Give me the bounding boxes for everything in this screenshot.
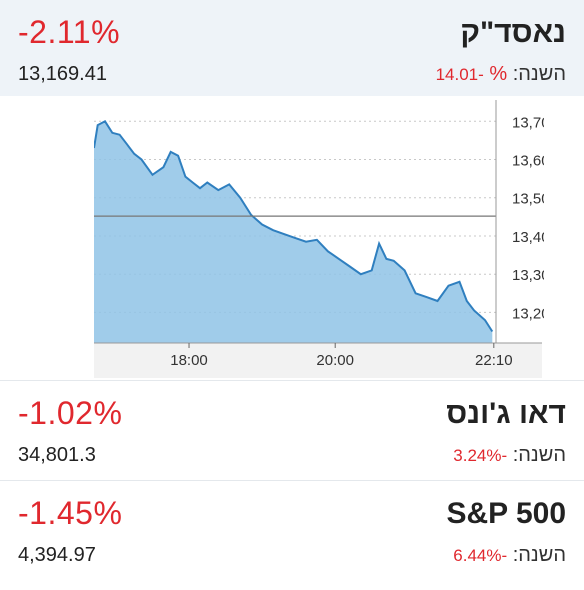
dow-price: 34,801.3 (18, 444, 96, 466)
y-tick-label: 13,300 (512, 267, 544, 284)
dow-ytd: השנה: -3.24% (453, 444, 566, 467)
y-tick-label: 13,500 (512, 191, 544, 208)
ytd-percent-sign: % (489, 63, 508, 85)
x-tick-label: 20:00 (316, 352, 354, 369)
x-axis-band (94, 343, 542, 378)
ytd-value: -3.24% (453, 446, 508, 465)
ytd-label: השנה: (512, 63, 566, 85)
y-tick-label: 13,600 (512, 153, 544, 170)
ytd-value: -6.44% (453, 546, 508, 565)
chart-svg: 13,700 13,600 13,500 13,400 13,300 13,200 18:0… (93, 100, 558, 378)
index-row-dow[interactable]: -1.02% דאו ג'ונס 34,801.3 השנה: -3.24% (0, 380, 584, 480)
index-row-nasdaq[interactable]: -2.11% נאסד"ק 13,169.41 השנה: % -14.01 (0, 0, 584, 96)
x-tick-label: 22:10 (475, 352, 513, 369)
chart-line (93, 119, 494, 333)
sp500-price: 4,394.97 (18, 544, 96, 566)
y-tick-label: 13,200 (512, 305, 544, 322)
nasdaq-price: 13,169.41 (18, 63, 107, 85)
sp500-change: -1.45% (18, 495, 123, 531)
sp500-ytd: השנה: -6.44% (453, 544, 566, 567)
ytd-label: השנה: (512, 444, 566, 466)
chart-area (94, 121, 493, 343)
dow-change: -1.02% (18, 395, 123, 431)
nasdaq-intraday-chart: 13,700 13,600 13,500 13,400 13,300 13,200 18:0… (93, 100, 558, 378)
y-tick-label: 13,700 (512, 114, 544, 131)
x-tick-label: 18:00 (170, 352, 208, 369)
index-row-sp500[interactable]: -1.45% S&P 500 4,394.97 השנה: -6.44% (0, 480, 584, 590)
nasdaq-change: -2.11% (18, 14, 121, 50)
sp500-name[interactable]: S&P 500 (446, 497, 566, 530)
nasdaq-name[interactable]: נאסד"ק (460, 16, 566, 49)
dow-name[interactable]: דאו ג'ונס (446, 397, 566, 430)
ytd-label: השנה: (512, 544, 566, 566)
ytd-value: -14.01 (435, 65, 484, 84)
nasdaq-ytd: השנה: % -14.01 (436, 63, 566, 86)
y-tick-label: 13,400 (512, 229, 544, 246)
